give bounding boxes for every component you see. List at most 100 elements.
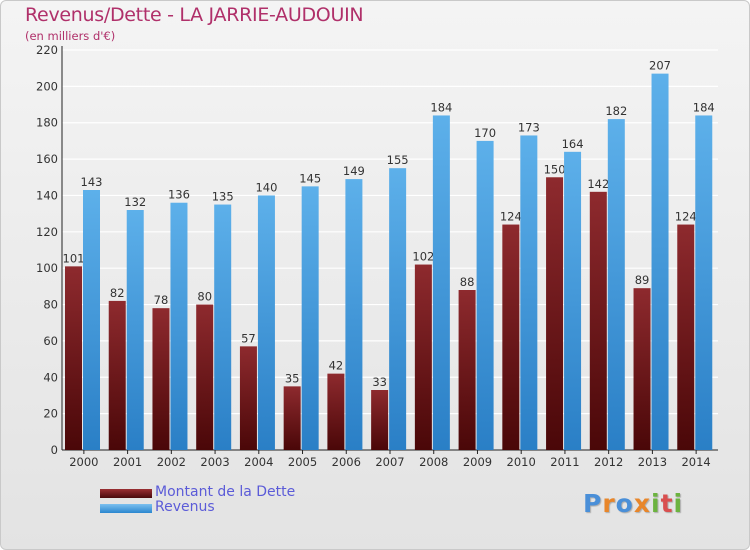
bar-revenue [607, 119, 625, 450]
proxiti-logo: Proxiti [583, 489, 683, 518]
data-label-debt: 80 [197, 290, 212, 304]
y-tick-label: 100 [36, 261, 58, 275]
data-label-debt: 82 [110, 286, 125, 300]
bar-revenue [126, 210, 144, 450]
x-tick-label: 2009 [463, 455, 492, 469]
y-tick-label: 60 [43, 334, 58, 348]
data-label-revenue: 135 [212, 190, 234, 204]
x-tick-label: 2008 [419, 455, 448, 469]
bar-debt [283, 386, 301, 450]
bar-debt [458, 290, 476, 450]
bar-debt [371, 390, 389, 450]
bar-revenue [564, 151, 582, 450]
data-label-revenue: 140 [255, 180, 277, 194]
x-tick-label: 2013 [638, 455, 667, 469]
bar-debt [239, 346, 257, 450]
data-label-revenue: 170 [474, 126, 496, 140]
bar-revenue [695, 115, 713, 451]
legend-label-debt: Montant de la Dette [155, 484, 296, 500]
data-label-revenue: 143 [81, 175, 103, 189]
logo-letter: r [602, 489, 616, 518]
bar-revenue [301, 186, 319, 450]
logo-letter: i [673, 489, 684, 518]
y-tick-label: 180 [36, 116, 58, 130]
x-tick-label: 2014 [681, 455, 710, 469]
data-label-debt: 89 [635, 273, 650, 287]
x-tick-label: 2005 [288, 455, 317, 469]
data-label-debt: 88 [460, 275, 475, 289]
bar-revenue [432, 115, 450, 451]
logo-letter: i [651, 489, 661, 518]
bar-debt [152, 308, 170, 450]
x-tick-label: 2003 [200, 455, 229, 469]
data-label-debt: 33 [372, 375, 387, 389]
bar-debt [414, 264, 432, 450]
data-label-revenue: 145 [299, 171, 321, 185]
data-label-revenue: 149 [343, 164, 365, 178]
bar-revenue [389, 168, 407, 450]
y-tick-label: 80 [43, 298, 58, 312]
data-label-debt: 102 [412, 250, 434, 264]
bar-debt [589, 191, 607, 450]
bar-revenue [257, 195, 275, 450]
x-tick-label: 2004 [244, 455, 273, 469]
y-tick-label: 200 [36, 79, 58, 93]
data-label-debt: 78 [154, 293, 169, 307]
bar-debt [327, 373, 345, 450]
x-tick-label: 2006 [332, 455, 361, 469]
logo-letter: o [615, 489, 634, 518]
bar-revenue [476, 140, 494, 450]
logo-letter: t [660, 489, 674, 518]
x-tick-label: 2011 [550, 455, 579, 469]
x-tick-label: 2007 [375, 455, 404, 469]
bar-revenue [651, 73, 669, 451]
bar-debt [546, 177, 564, 451]
chart-subtitle: (en milliers d'€) [25, 29, 116, 43]
legend-swatch-revenue [100, 504, 152, 513]
bar-debt [633, 288, 651, 450]
bar-debt [677, 224, 695, 450]
bar-debt [502, 224, 520, 450]
data-label-debt: 42 [329, 359, 344, 373]
x-tick-label: 2002 [157, 455, 186, 469]
data-label-debt: 124 [500, 210, 522, 224]
data-label-debt: 124 [675, 210, 697, 224]
legend-label-revenue: Revenus [155, 499, 215, 515]
x-tick-label: 2012 [594, 455, 623, 469]
bar-debt [65, 266, 82, 450]
x-tick-label: 2010 [507, 455, 536, 469]
y-tick-label: 140 [36, 188, 58, 202]
data-label-revenue: 155 [387, 153, 409, 167]
data-label-revenue: 173 [518, 120, 540, 134]
bar-revenue [520, 135, 538, 451]
data-label-debt: 57 [241, 331, 256, 345]
logo-letter: x [633, 489, 651, 518]
data-label-revenue: 164 [562, 137, 584, 151]
y-tick-label: 0 [51, 443, 58, 457]
data-label-revenue: 207 [649, 59, 671, 73]
x-tick-label: 2000 [69, 455, 98, 469]
data-label-revenue: 184 [693, 100, 715, 114]
bar-revenue [214, 204, 232, 450]
bar-debt [196, 304, 214, 450]
data-label-revenue: 184 [430, 100, 452, 114]
x-tick-label: 2001 [113, 455, 142, 469]
chart-title: Revenus/Dette - LA JARRIE-AUDOUIN [25, 4, 364, 26]
y-tick-label: 160 [36, 152, 58, 166]
y-tick-label: 220 [36, 43, 58, 57]
bar-debt [108, 300, 126, 450]
data-label-revenue: 182 [605, 104, 627, 118]
y-tick-label: 20 [43, 407, 58, 421]
y-tick-label: 120 [36, 225, 58, 239]
logo-letter: P [583, 489, 603, 518]
data-label-debt: 142 [587, 177, 609, 191]
data-label-revenue: 132 [124, 195, 146, 209]
legend-swatch-debt [100, 489, 152, 498]
data-label-revenue: 136 [168, 188, 190, 202]
bar-revenue [83, 190, 100, 450]
y-tick-label: 40 [43, 370, 58, 384]
bar-revenue [170, 202, 188, 450]
data-label-debt: 101 [63, 251, 85, 265]
